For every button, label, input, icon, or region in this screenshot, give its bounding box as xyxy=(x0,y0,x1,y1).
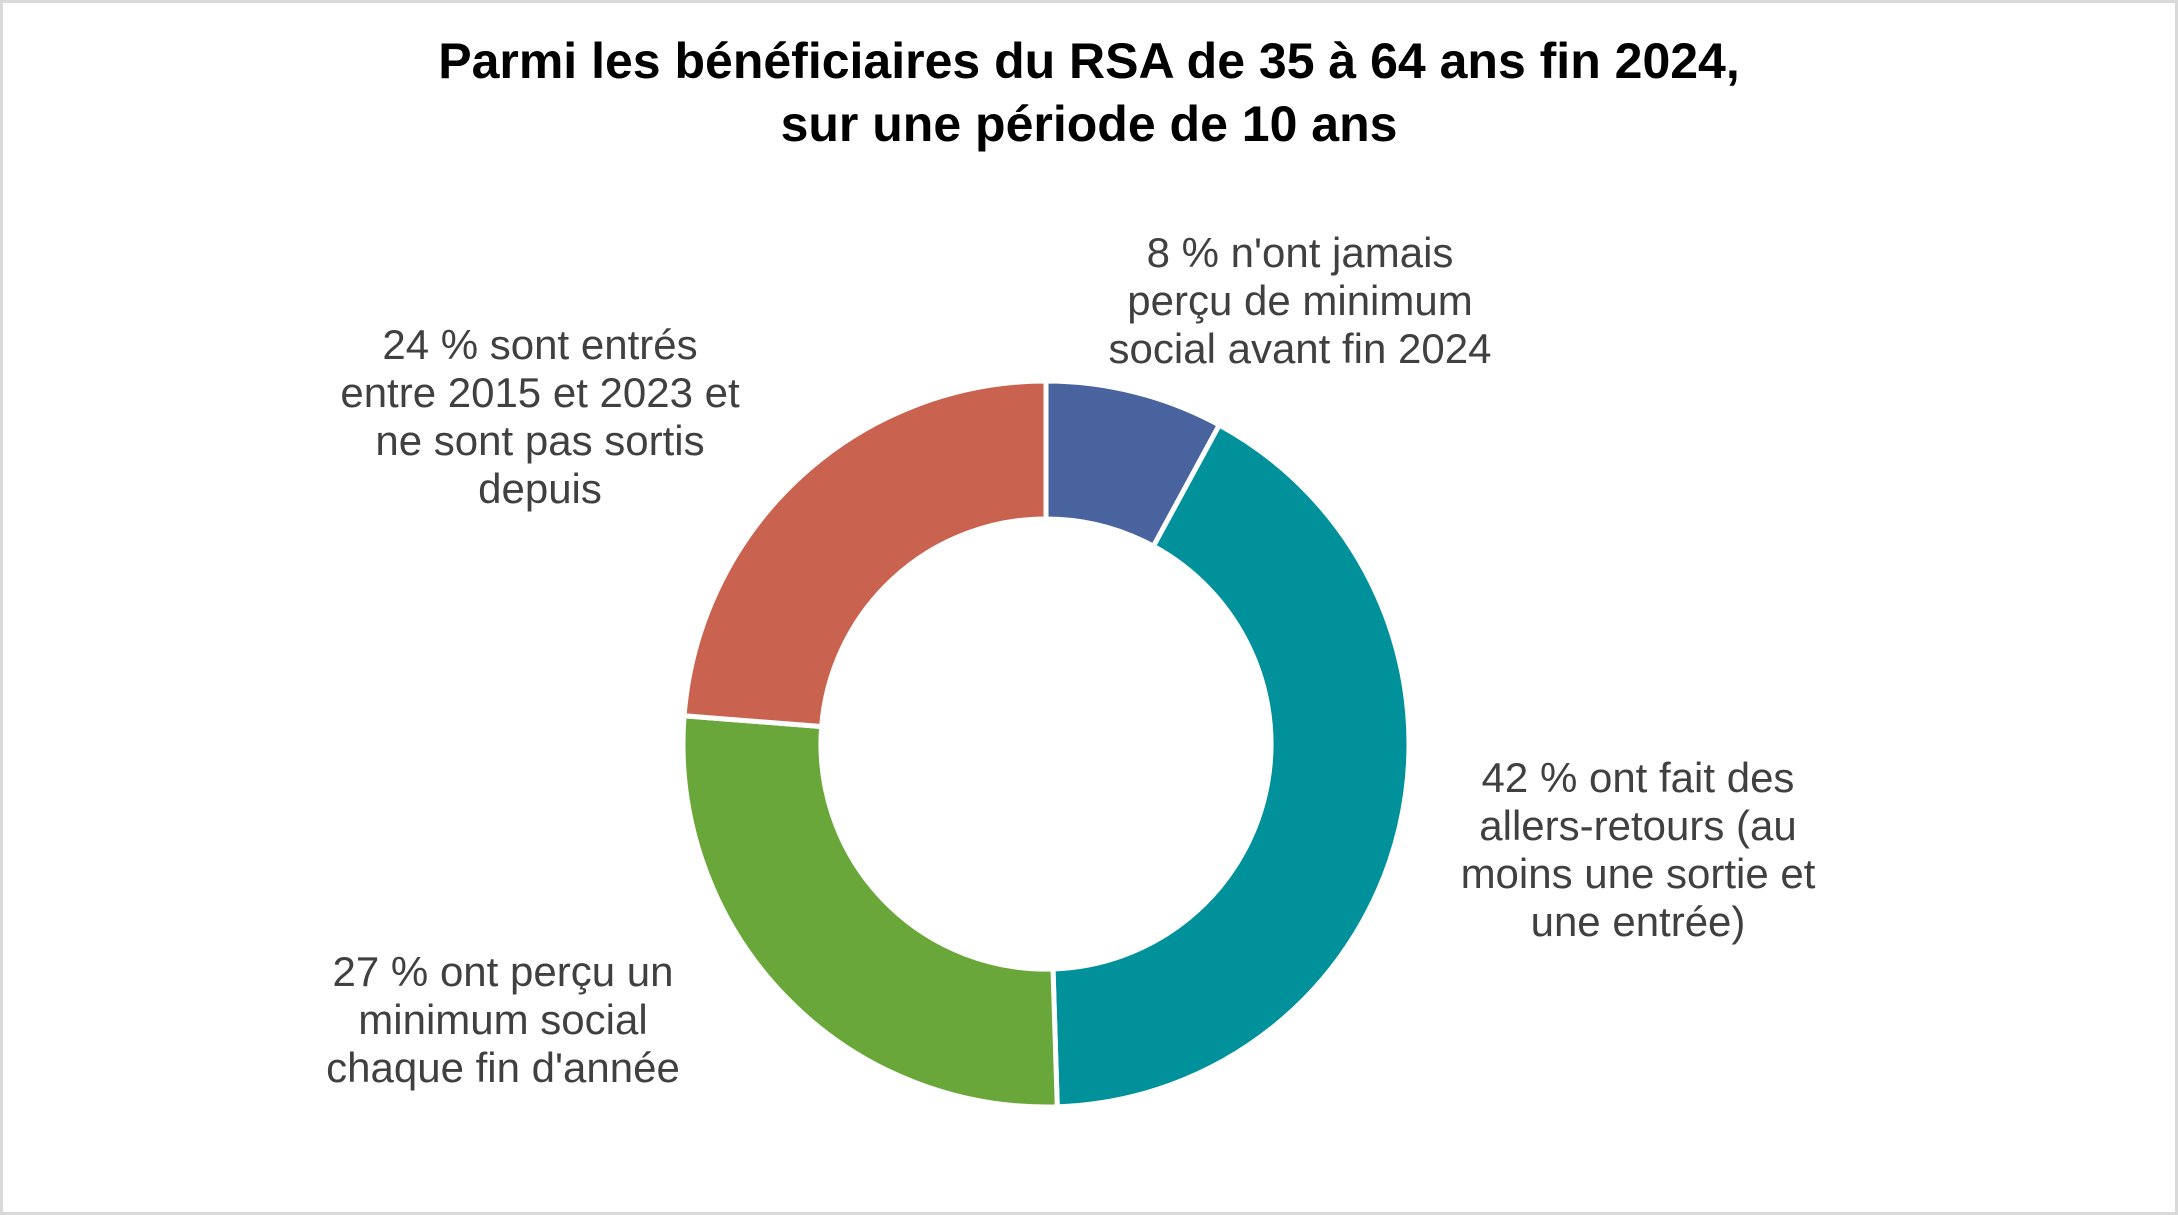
segment-label-never-received: 8 % n'ont jamais perçu de minimum social… xyxy=(1108,229,1492,372)
segment-label-allers-retours: 42 % ont fait des allers-retours (au moi… xyxy=(1460,754,1816,945)
donut-segment-entered_2015_2023 xyxy=(681,378,1049,730)
donut-segment-allers_retours xyxy=(1050,421,1412,1110)
donut-chart xyxy=(680,378,1412,1110)
segment-label-entered-2015-2023: 24 % sont entrés entre 2015 et 2023 et n… xyxy=(340,321,740,512)
donut-segment-minimum_each_year xyxy=(680,713,1060,1110)
segment-label-minimum-each-year: 27 % ont perçu un minimum social chaque … xyxy=(326,948,680,1091)
chart-title: Parmi les bénéficiaires du RSA de 35 à 6… xyxy=(438,33,1740,152)
